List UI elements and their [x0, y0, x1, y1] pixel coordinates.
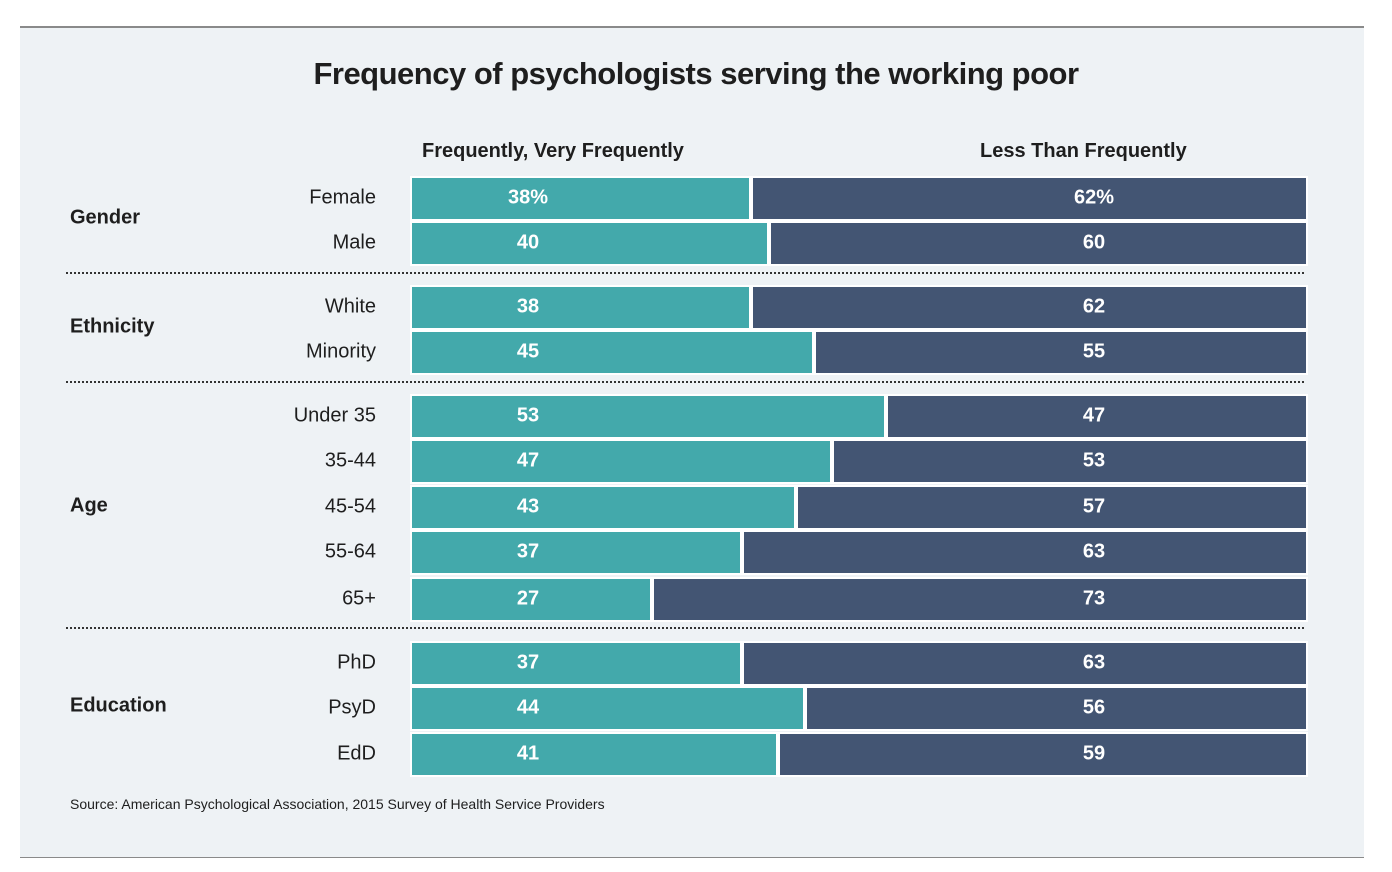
bar-frequent: [410, 285, 752, 330]
data-label: 53: [516, 404, 540, 427]
bar-less: [652, 577, 1308, 622]
bar-less: [751, 176, 1308, 221]
bar-frequent: [410, 732, 779, 777]
data-label: 63: [1082, 540, 1106, 563]
row-label: 35-44: [324, 449, 376, 472]
bar-frequent: [410, 485, 797, 530]
bar-frequent: [410, 394, 886, 439]
data-label: 44: [516, 696, 540, 719]
group-divider: [66, 381, 1304, 383]
group-divider: [66, 627, 1304, 629]
source-note: Source: American Psychological Associati…: [70, 796, 605, 812]
data-label: 38: [516, 295, 540, 318]
legend-less: Less Than Frequently: [980, 140, 1187, 162]
bar-less: [805, 686, 1308, 731]
data-label: 62: [1082, 295, 1106, 318]
group-label: Education: [70, 694, 167, 717]
row-label: Male: [332, 231, 376, 254]
row-label: 45-54: [324, 495, 376, 518]
data-label: 56: [1082, 696, 1106, 719]
row-label: 55-64: [324, 540, 376, 563]
bar-frequent: [410, 641, 743, 686]
data-label: 41: [516, 742, 540, 765]
data-label: 47: [1082, 404, 1106, 427]
row-label: Female: [309, 186, 376, 209]
bar-frequent: [410, 221, 770, 266]
group-label: Age: [70, 494, 108, 517]
bar-frequent: [410, 176, 752, 221]
data-label: 37: [516, 540, 540, 563]
bar-less: [742, 641, 1308, 686]
bar-less: [885, 394, 1308, 439]
group-divider: [66, 272, 1304, 274]
bar-less: [832, 439, 1308, 484]
bar-less: [742, 530, 1308, 575]
row-label: PhD: [337, 651, 376, 674]
data-label: 59: [1082, 742, 1106, 765]
data-label: 47: [516, 449, 540, 472]
data-label: 37: [516, 651, 540, 674]
data-label: 55: [1082, 340, 1106, 363]
bar-frequent: [410, 439, 833, 484]
data-label: 62%: [1073, 186, 1115, 209]
row-label: Minority: [305, 340, 376, 363]
data-label: 53: [1082, 449, 1106, 472]
chart-title: Frequency of psychologists serving the w…: [313, 56, 1079, 91]
bar-less: [751, 285, 1308, 330]
row-label: Under 35: [293, 404, 376, 427]
row-label: EdD: [337, 742, 376, 765]
bar-less: [796, 485, 1308, 530]
group-label: Ethnicity: [70, 315, 155, 338]
data-label: 40: [516, 231, 540, 254]
data-label: 38%: [507, 186, 549, 209]
legend-frequent: Frequently, Very Frequently: [422, 140, 684, 162]
bar-frequent: [410, 577, 653, 622]
row-label: 65+: [342, 587, 376, 610]
data-label: 57: [1082, 495, 1106, 518]
row-label: White: [324, 295, 376, 318]
bar-frequent: [410, 530, 743, 575]
group-label: Gender: [70, 206, 141, 229]
data-label: 45: [516, 340, 540, 363]
data-label: 73: [1082, 587, 1106, 610]
bar-less: [778, 732, 1308, 777]
data-label: 43: [516, 495, 540, 518]
data-label: 27: [516, 587, 540, 610]
bar-frequent: [410, 330, 815, 375]
data-label: 63: [1082, 651, 1106, 674]
data-label: 60: [1082, 231, 1106, 254]
bar-less: [769, 221, 1308, 266]
row-label: PsyD: [328, 696, 376, 719]
bar-frequent: [410, 686, 806, 731]
bar-less: [814, 330, 1308, 375]
